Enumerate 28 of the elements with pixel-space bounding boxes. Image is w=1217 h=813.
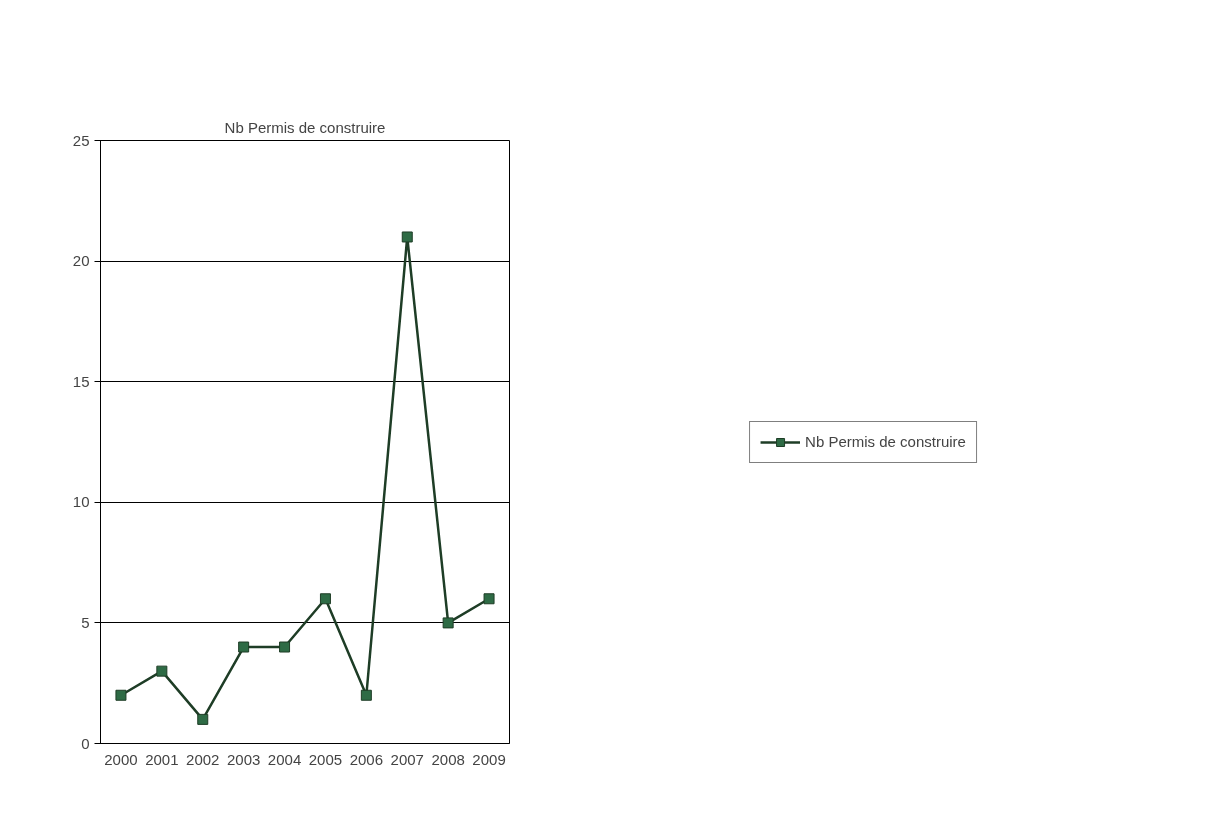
- x-tick-label: 2006: [349, 750, 384, 768]
- point: [442, 617, 454, 629]
- legend-label: Nb Permis de construire: [805, 433, 966, 450]
- chart-title: Nb Permis de construire: [224, 118, 386, 136]
- x-tick-label: 2002: [186, 750, 220, 768]
- x-tick-label: 2007: [390, 750, 424, 768]
- point: [319, 593, 331, 605]
- y-tick-label: 10: [72, 493, 90, 511]
- point: [156, 665, 168, 677]
- point: [279, 641, 291, 653]
- point: [483, 593, 495, 605]
- x-tick-label: 2003: [226, 750, 261, 768]
- x-tick-label: 2008: [431, 750, 465, 768]
- y-tick-label: 25: [72, 131, 90, 149]
- x-tick-label: 2004: [267, 750, 302, 768]
- point: [401, 231, 413, 243]
- x-tick-label: 2000: [104, 750, 138, 768]
- point: [238, 641, 250, 653]
- x-tick-label: 2009: [472, 750, 506, 768]
- y-tick-label: 15: [72, 372, 90, 390]
- point: [197, 713, 209, 725]
- y-tick-label: 0: [81, 734, 90, 752]
- x-tick-label: 2005: [308, 750, 343, 768]
- x-tick-label: 2001: [145, 750, 179, 768]
- point: [360, 689, 372, 701]
- y-tick-label: 20: [72, 252, 90, 270]
- y-tick-label: 5: [81, 613, 90, 631]
- point: [115, 689, 127, 701]
